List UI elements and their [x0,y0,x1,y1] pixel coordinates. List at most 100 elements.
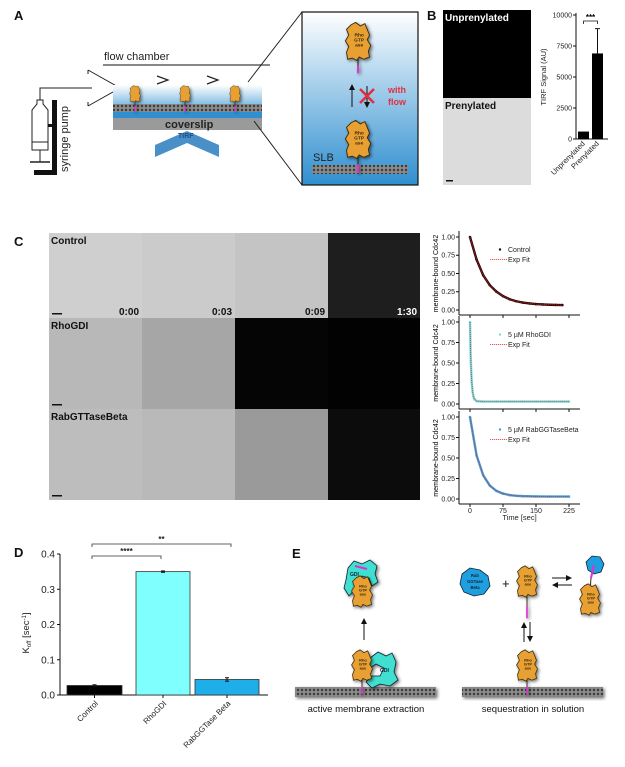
plus-sign: + [502,576,510,591]
y-tick-label: 0.3 [41,585,55,596]
rabggtase-complex-shape [585,555,605,575]
legend-marker [498,248,502,251]
y-tick-label: 10000 [553,13,573,20]
active-extraction-caption: active membrane extraction [308,704,425,715]
legend-label: Exp Fit [508,437,530,444]
y-axis-label: membrane-bound Cdc42 [433,235,440,313]
y-tick-label: 0.75 [441,435,455,442]
prenylated-image-label: Prenylated [445,101,496,112]
supported-lipid-bilayer [113,104,262,112]
data-point [514,299,518,303]
panel-label-a: A [14,8,24,23]
protein-label: GTP [524,577,533,582]
y-axis-label: membrane-bound Cdc42 [433,324,440,402]
data-point [567,495,571,498]
arrow-up-icon [349,84,355,90]
arrow-down-icon [527,636,533,642]
data-point [521,494,525,498]
bar [66,685,123,696]
rab-label-3: Beta [470,585,480,590]
x-axis-label: Time [sec] [502,513,536,522]
legend-marker [498,428,502,431]
microscopy-tile [235,409,328,500]
slb-label: SLB [313,152,334,164]
row-label: Control [51,236,87,247]
protein-label: ase [525,582,532,587]
protein-label: GTP [587,595,596,600]
significance-bracket [91,543,232,547]
data-point [508,400,511,403]
y-tick-label: 0 [568,137,572,144]
scale-bar [52,404,62,406]
rab-label-1: Rab [471,573,479,578]
x-tick-label: 150 [530,508,542,515]
timepoint-label: 0:09 [305,307,325,318]
with-flow-label-1: with [387,85,406,95]
coverslip [113,118,262,130]
rho-gtpase-shape [129,85,141,103]
rabggtase-shape [459,567,491,597]
x-tick-label: 0 [468,508,472,515]
blocked-x-icon [359,88,375,104]
panel-label-b: B [427,8,436,23]
protein-label: ase [355,43,363,48]
y-tick-label: 1.00 [441,319,455,326]
significance-label: *** [586,13,596,22]
coverslip-label: coverslip [165,119,214,131]
data-point [534,302,538,306]
protein-label: GTP [359,587,368,592]
legend-label: Exp Fit [508,257,530,264]
legend-label: Control [508,247,531,254]
gdi-shape-bottom [365,651,399,689]
flow-chamber-label: flow chamber [104,51,170,63]
y-tick-label: 0.25 [441,381,455,388]
protein-label: Rho [354,130,363,136]
panel-d: D 0.0 0.1 0.2 0.3 0.4 Koff [sec-1] Control RhoG… [14,535,268,750]
microscopy-tile [142,409,235,500]
exp-fit-line [469,321,569,402]
data-point [469,344,472,348]
y-tick-label: 0.00 [441,401,455,408]
y-tick-label: 5000 [556,75,572,82]
tirf-beam-icon [155,131,219,157]
panel-e: E GDI GDI Rab GGTase Beta + RhoGTPaseRho… [292,546,605,715]
microscopy-tile [235,233,328,318]
y-tick-label: 1.00 [441,234,455,241]
panel-c: C Control RhoGDI RabGTTaseBeta 0:00 0:03 0:09… [14,231,580,522]
y-tick-label: 7500 [556,44,572,51]
exp-fit-line [469,416,569,497]
significance-bracket [583,20,598,24]
legend-label: Exp Fit [508,342,530,349]
protein-label: ase [360,666,367,671]
y-tick-label: 0.25 [441,476,455,483]
significance-bracket [91,555,162,559]
protein-label: GTP [354,37,365,43]
sequestration-caption: sequestration in solution [482,704,584,715]
data-point [501,492,505,495]
microscopy-tile [328,233,420,318]
protein-label: GTP [354,135,365,141]
legend-marker [498,333,502,336]
rho-gtpase-shape [229,85,241,103]
x-tick-label: 75 [499,508,507,515]
chart-d: 0.0 0.1 0.2 0.3 0.4 Koff [sec-1] Control RhoGDI… [21,535,268,750]
significance-label: ** [158,535,165,544]
scale-bar [52,313,62,315]
y-tick-label: 0.00 [441,307,455,314]
syringe-pump-label: syringe pump [59,106,71,172]
microscopy-tile [142,318,235,409]
category-label: RhoGDI [142,699,169,726]
flow-arrow-icon [156,75,170,85]
decay-plot: 0.00 0.25 0.50 0.75 1.00 0 75 150 225 membrane-bo… [433,411,580,522]
arrow-up-icon [361,618,367,624]
arrow-down-icon [364,102,370,108]
row-label: RabGTTaseBeta [51,412,128,423]
panel-a: A flow chamber syringe pump coverslip TI… [14,8,419,186]
